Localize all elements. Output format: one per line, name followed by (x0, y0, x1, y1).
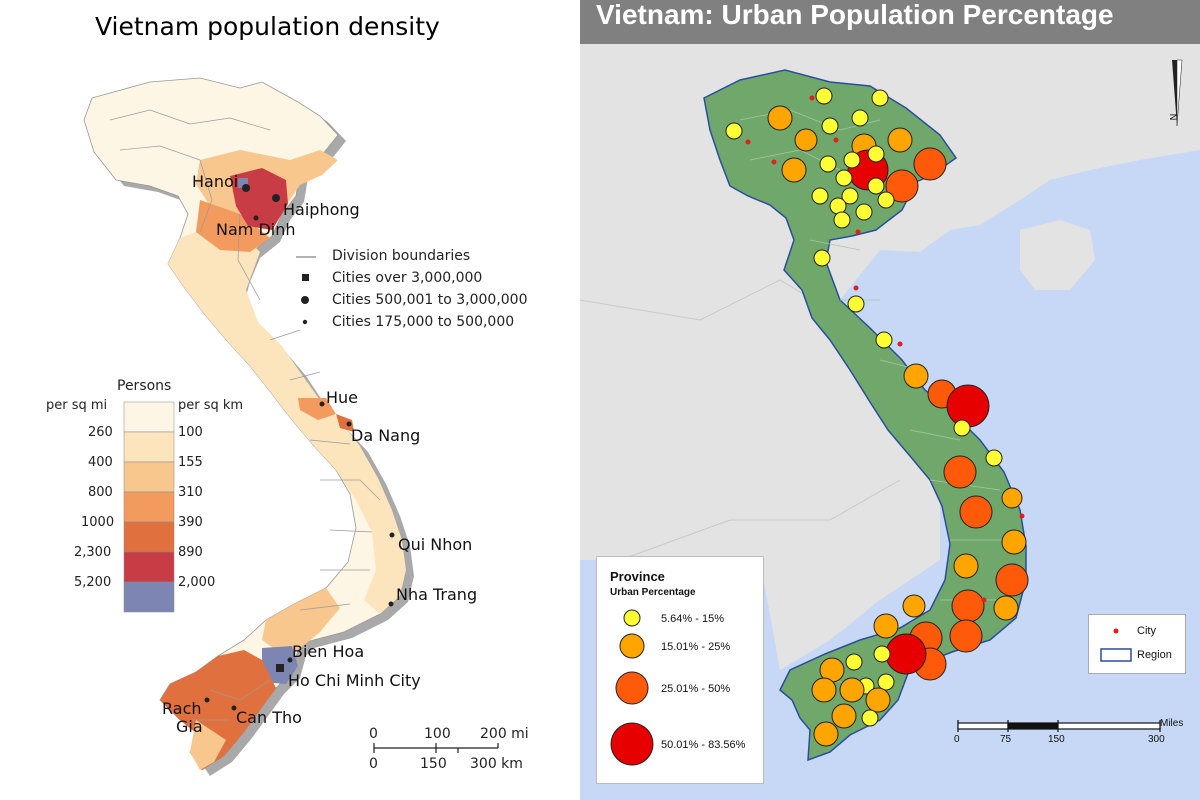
urban-legend-class-4: 50.01% - 83.56% (661, 739, 746, 751)
urban-scale-0: 0 (954, 734, 960, 745)
region-legend-label: Region (1137, 649, 1172, 661)
city-label-can-tho: Can Tho (236, 708, 302, 727)
population-density-map: Vietnam population density (0, 0, 580, 800)
density-km-5: 2,000 (178, 575, 216, 590)
density-legend-col-km: per sq km (178, 398, 244, 413)
urban-scale-300: 300 (1148, 734, 1165, 745)
vietnam-land-right (703, 69, 1027, 762)
density-km-4: 890 (178, 545, 203, 560)
neighbor-land (580, 44, 1200, 670)
city-label-nha-trang: Nha Trang (396, 585, 478, 604)
province-circles (725, 87, 1029, 747)
city-label-hue: Hue (326, 388, 359, 407)
density-mi-1: 400 (88, 455, 113, 470)
hainan-island (1020, 220, 1095, 290)
urban-scale-150: 150 (1048, 734, 1065, 745)
scale-bar (373, 743, 499, 753)
urban-legend-class-1: 5.64% - 15% (661, 613, 724, 625)
scale-mi-200: 200 mi (480, 726, 529, 742)
city-label-haiphong: Haiphong (283, 200, 360, 219)
city-label-bien-hoa: Bien Hoa (292, 642, 365, 661)
hanoi-blue (238, 178, 248, 188)
legend-cities-175k-500k: Cities 175,000 to 500,000 (332, 314, 515, 330)
city-region-legend: City Region (1088, 614, 1186, 674)
density-mi-2: 800 (88, 485, 113, 500)
city-region-symbols (1100, 628, 1132, 662)
density-legend-col-mi: per sq mi (46, 398, 108, 413)
city-dots (745, 95, 1025, 603)
city-label-ho-chi-minh-city: Ho Chi Minh City (288, 671, 421, 690)
density-mi-0: 260 (88, 425, 113, 440)
density-km-1: 155 (178, 455, 203, 470)
urban-legend-title: Province (610, 569, 665, 584)
left-map-title: Vietnam population density (95, 12, 440, 41)
mekong-west (190, 720, 226, 770)
urban-legend-class-3: 25.01% - 50% (661, 683, 731, 695)
density-mi-3: 1000 (81, 515, 115, 530)
urban-legend: Province Urban Percentage 5.64% - 15% 15… (596, 556, 764, 784)
southeast-area (262, 588, 340, 650)
scale-mi-100: 100 (424, 726, 451, 742)
hue-area (298, 398, 336, 420)
urban-scale-bar (957, 720, 1161, 732)
band-310 (196, 200, 270, 252)
division-boundaries (109, 109, 381, 721)
city-label-gia: Gia (176, 717, 203, 736)
density-mi-5: 5,200 (74, 575, 112, 590)
density-mi-4: 2,300 (74, 545, 112, 560)
city-label-da-nang: Da Nang (351, 426, 421, 445)
city-legend-label: City (1137, 625, 1156, 637)
city-label-qui-nhon: Qui Nhon (398, 535, 473, 554)
urban-legend-subtitle: Urban Percentage (610, 587, 696, 598)
density-map-svg (83, 77, 499, 776)
north-arrow (1172, 59, 1183, 127)
density-km-0: 100 (178, 425, 203, 440)
scale-mi-0: 0 (369, 726, 378, 742)
urban-scale-unit: Miles (1160, 718, 1184, 729)
mekong-delta (160, 650, 276, 770)
legend-cities-over-3m: Cities over 3,000,000 (332, 270, 483, 286)
city-label-rach: Rach (162, 699, 202, 718)
scale-km-150: 150 (420, 756, 447, 772)
urban-title-bar: Vietnam: Urban Population Percentage (580, 0, 1200, 44)
urban-map-svg (580, 44, 1200, 766)
right-map-title: Vietnam: Urban Population Percentage (596, 0, 1114, 30)
danang-area (336, 414, 354, 432)
scale-km-0: 0 (369, 756, 378, 772)
density-swatches (123, 401, 175, 613)
density-km-3: 390 (178, 515, 203, 530)
legend-division-boundaries: Division boundaries (332, 248, 471, 264)
urban-scale-75: 75 (1000, 734, 1012, 745)
city-symbols (204, 184, 395, 711)
band-155 (168, 228, 406, 614)
density-legend-title: Persons (117, 378, 172, 394)
urban-legend-class-2: 15.01% - 25% (661, 641, 731, 653)
legend-cities-500k-3m: Cities 500,001 to 3,000,000 (332, 292, 528, 308)
city-label-hanoi: Hanoi (192, 172, 239, 191)
north-label: N (1168, 113, 1179, 121)
density-km-2: 310 (178, 485, 203, 500)
city-label-nam-dinh: Nam Dinh (216, 220, 296, 239)
scale-km-300: 300 km (470, 756, 523, 772)
